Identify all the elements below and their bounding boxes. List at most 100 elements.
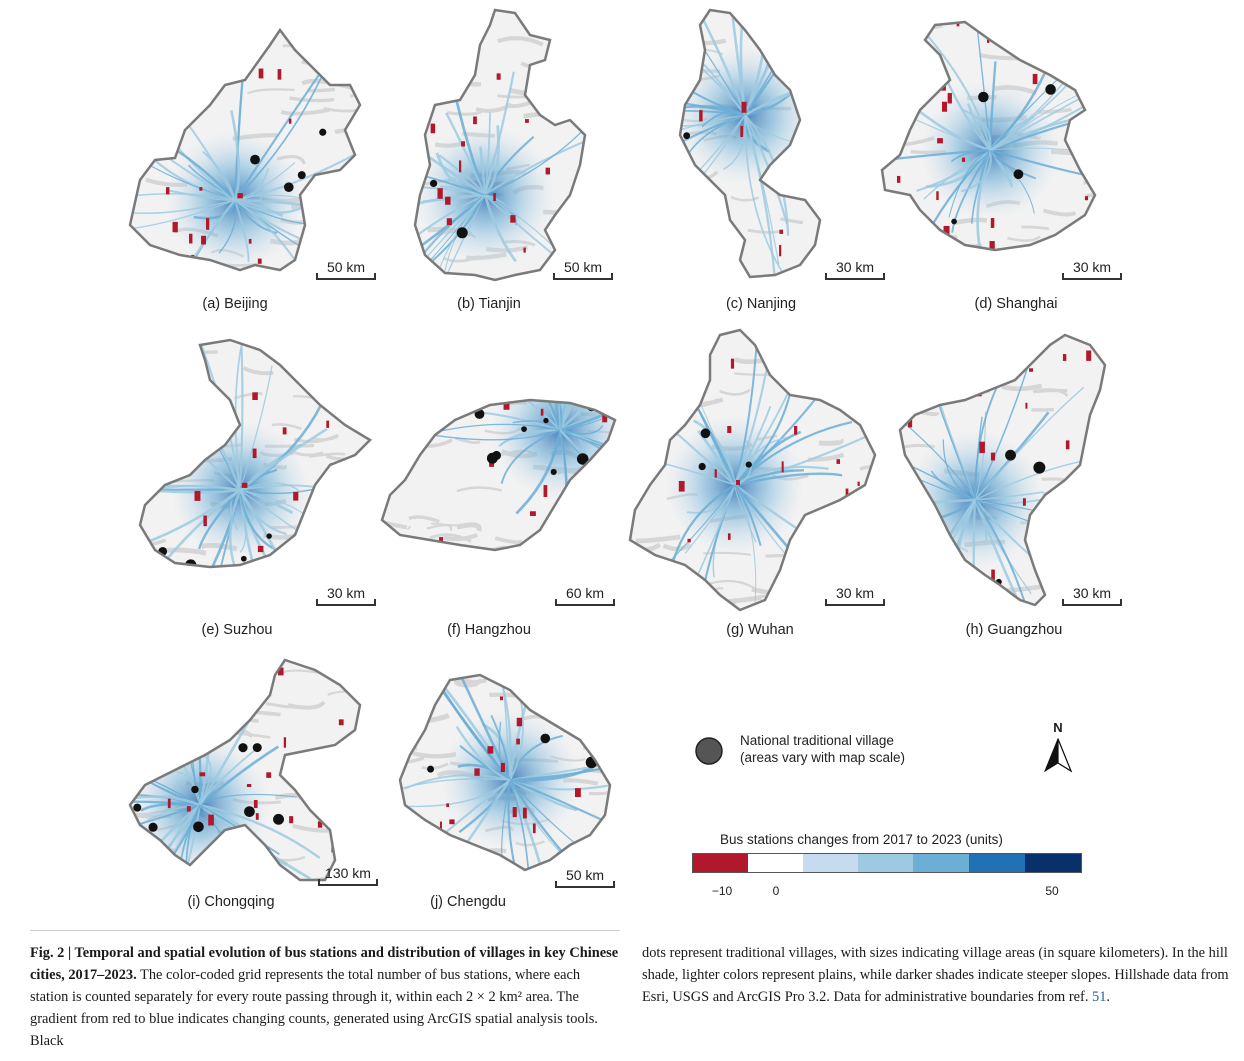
decrease-cell [872,57,877,65]
caption-divider [30,930,620,931]
hillshade-stroke [750,290,798,293]
bus-route-cell [900,405,976,501]
decrease-cell [687,538,691,543]
hillshade-stroke [1060,47,1090,55]
decrease-cell [230,584,234,587]
decrease-cell [510,215,516,223]
decrease-cell [409,607,413,612]
scale-bar: 30 km [1062,259,1122,282]
bus-route-cell [942,439,976,501]
decrease-cell [428,400,431,404]
village-dot [456,227,468,239]
bus-route-cell [734,387,792,486]
hillshade-stroke [859,464,875,471]
scale-line [316,273,376,280]
decrease-cell [736,479,740,485]
village-dot [244,806,255,817]
village-dot [1045,84,1056,95]
region-boundary [398,673,612,872]
bus-route-cell [445,112,487,196]
panel-suzhou: 30 km [130,335,380,625]
hillshade-stroke [332,224,360,230]
scale-line [553,273,613,280]
decrease-cell [319,608,322,614]
hillshade-stroke [910,380,956,388]
decrease-cell [779,244,782,257]
hillshade-stroke [188,721,231,730]
bus-route-cell [989,149,1037,180]
decrease-cell [199,187,203,191]
hillshade-stroke [176,885,218,887]
hillshade-stroke [807,294,839,299]
decrease-cell [1103,461,1105,473]
bus-route-cell [734,340,758,486]
decrease-cell [289,816,294,824]
decrease-cell [862,241,865,246]
hillshade-stroke [420,61,458,68]
bus-route-cell [882,148,991,167]
decrease-cell [329,815,334,827]
hillshade-stroke [442,532,479,542]
hillshade-stroke [318,476,352,487]
bus-route-cell [743,114,777,277]
village-dot [133,803,142,812]
hillshade-stroke [709,579,755,590]
hillshade-stroke [1006,40,1045,47]
bus-route-cell [680,114,746,176]
village-dot [607,365,612,370]
colorbar-bin-3 [913,854,969,872]
bus-route-cell [989,112,1095,152]
decrease-cell [367,179,372,183]
bus-route-cell [238,489,291,567]
decrease-cell [326,420,330,428]
region-boundary [678,8,822,279]
bus-route-cell [951,149,991,233]
village-dot [700,428,711,439]
bus-route-cell [238,489,320,567]
bus-route-cell [199,803,321,859]
bus-route-cell [234,162,296,201]
village-dot [250,154,260,165]
scale-line [1062,273,1122,280]
hillshade-stroke [817,169,820,175]
figure-caption-text-right: dots represent traditional villages, wit… [642,945,1229,1005]
colorbar-tick-50: 50 [1045,884,1059,898]
decrease-cell [293,491,299,501]
bus-route-cell [130,803,201,880]
decrease-cell [523,247,526,253]
village-dot [213,397,224,409]
decrease-cell [165,103,169,110]
village-dot [550,468,557,476]
hillshade-stroke [409,887,457,889]
hillshade-stroke [497,36,544,47]
decrease-cell [826,79,831,84]
decrease-cell [441,409,446,421]
scale-bar: 30 km [825,259,885,282]
decrease-cell [1022,498,1026,506]
bus-route-cell [176,771,201,806]
hillshade-stroke [719,388,751,396]
decrease-cell [261,661,267,665]
decrease-cell [740,125,744,137]
hillshade-stroke [747,228,781,234]
decrease-cell [500,762,505,773]
village-legend-label: National traditional village (areas vary… [740,732,905,766]
hillshade-stroke [595,152,632,154]
hillshade-stroke [949,603,980,605]
decrease-cell [1090,236,1095,244]
scale-label: 60 km [565,585,605,601]
decrease-cell [670,390,676,399]
decrease-cell [1104,244,1108,254]
decrease-cell [627,807,633,816]
decrease-cell [574,788,581,798]
hillshade-stroke [382,538,426,548]
decrease-cell [338,719,344,726]
map-suzhou [138,338,373,614]
bus-route-cell [558,400,615,431]
reference-link[interactable]: 51 [1092,989,1107,1005]
bus-route-cell [415,194,486,280]
decrease-cell [680,256,683,261]
hillshade-stroke [1077,538,1104,545]
hillshade-stroke [779,217,804,225]
bus-route-cell [693,419,737,486]
